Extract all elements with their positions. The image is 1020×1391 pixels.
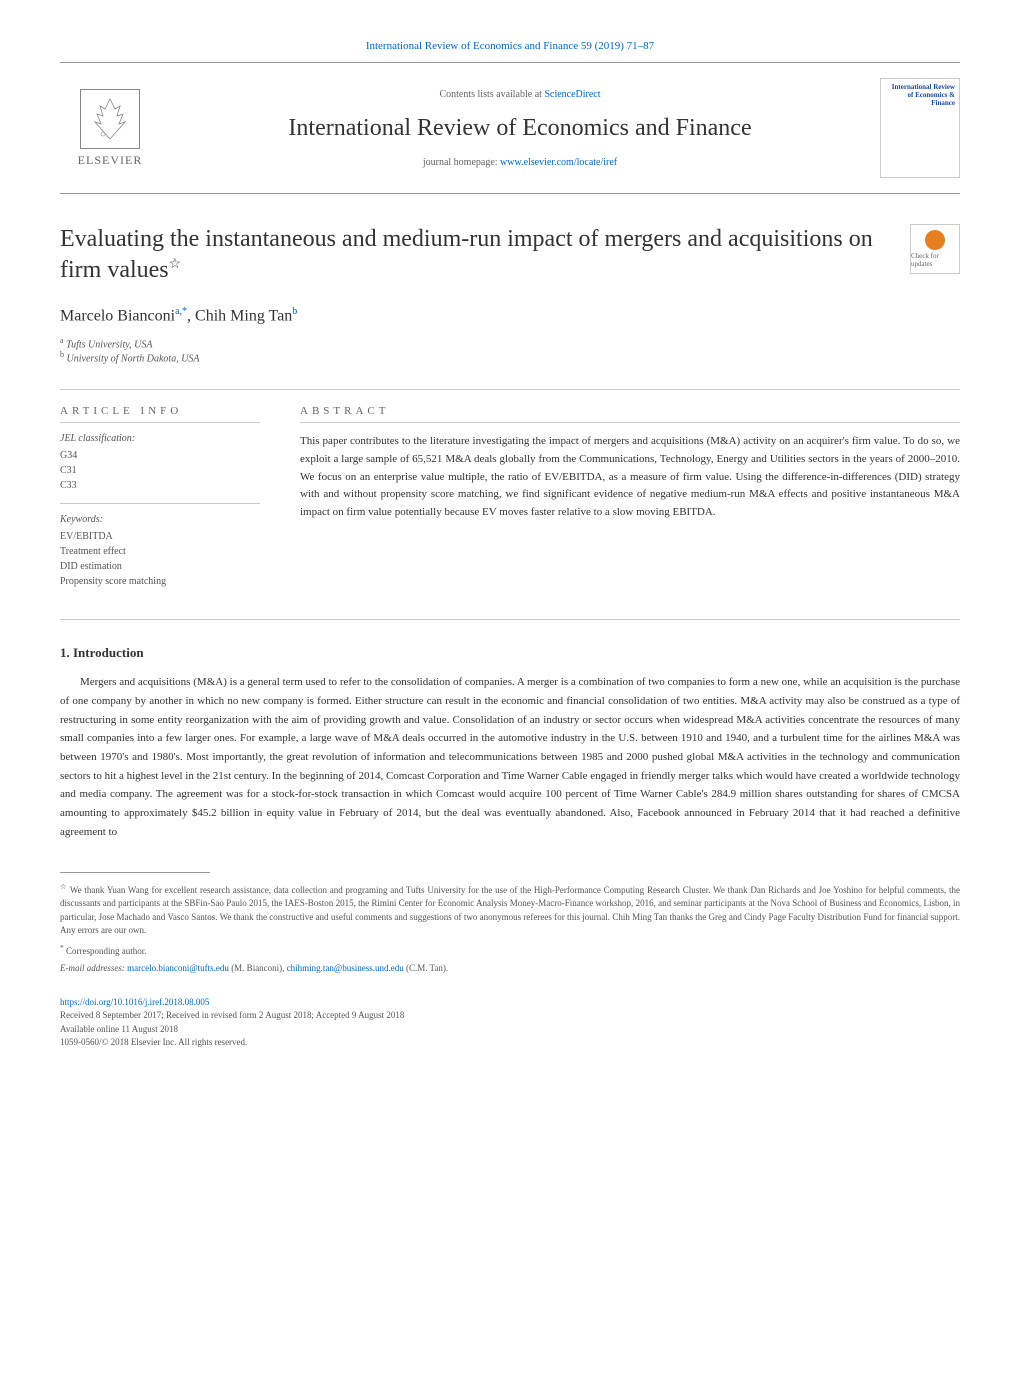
check-updates-icon (925, 230, 945, 250)
article-info-heading: ARTICLE INFO (60, 405, 260, 423)
email-1-paren: (M. Bianconi), (229, 963, 287, 973)
author-separator: , (187, 308, 195, 325)
affiliations: a Tufts University, USA b University of … (60, 336, 960, 365)
affiliation-b: b University of North Dakota, USA (60, 350, 960, 364)
available-line: Available online 11 August 2018 (60, 1023, 960, 1037)
author-2-name: Chih Ming Tan (195, 308, 292, 325)
info-abstract-row: ARTICLE INFO JEL classification: G34 C31… (60, 405, 960, 589)
elsevier-tree-icon (80, 89, 140, 149)
footnote-corresponding: * Corresponding author. (60, 942, 960, 959)
author-1-name: Marcelo Bianconi (60, 308, 175, 325)
journal-reference: International Review of Economics and Fi… (60, 40, 960, 52)
info-section-divider (60, 503, 260, 504)
divider (60, 389, 960, 390)
received-line: Received 8 September 2017; Received in r… (60, 1009, 960, 1023)
author-1-sup: a,* (175, 306, 187, 317)
header-center: Contents lists available at ScienceDirec… (160, 89, 880, 168)
header-band: ELSEVIER Contents lists available at Sci… (60, 62, 960, 194)
homepage-prefix: journal homepage: (423, 157, 500, 168)
footnote-acknowledgment: ☆ We thank Yuan Wang for excellent resea… (60, 881, 960, 938)
keywords-label: Keywords: (60, 514, 260, 525)
cover-title: International Review of Economics & Fina… (885, 83, 955, 107)
email-label: E-mail addresses: (60, 963, 127, 973)
jel-label: JEL classification: (60, 433, 260, 444)
journal-ref-link[interactable]: International Review of Economics and Fi… (366, 40, 654, 52)
publisher-logo: ELSEVIER (60, 78, 160, 178)
title-row: Evaluating the instantaneous and medium-… (60, 224, 960, 286)
doi-link[interactable]: https://doi.org/10.1016/j.iref.2018.08.0… (60, 997, 209, 1007)
affiliation-a-text: Tufts University, USA (64, 339, 153, 350)
journal-cover: International Review of Economics & Fina… (880, 78, 960, 178)
keywords: EV/EBITDA Treatment effect DID estimatio… (60, 529, 260, 589)
footnote-divider (60, 872, 210, 873)
footnote-emails: E-mail addresses: marcelo.bianconi@tufts… (60, 962, 960, 976)
title-star: ☆ (169, 257, 182, 272)
intro-text: Mergers and acquisitions (M&A) is a gene… (60, 673, 960, 841)
intro-heading: 1. Introduction (60, 645, 960, 661)
footnote-star-text: We thank Yuan Wang for excellent researc… (60, 885, 960, 936)
affiliation-b-text: University of North Dakota, USA (64, 353, 200, 364)
jel-codes: G34 C31 C33 (60, 448, 260, 493)
check-updates-badge[interactable]: Check for updates (910, 224, 960, 274)
email-1-link[interactable]: marcelo.bianconi@tufts.edu (127, 963, 229, 973)
homepage-link[interactable]: www.elsevier.com/locate/iref (500, 157, 617, 168)
contents-available-line: Contents lists available at ScienceDirec… (180, 89, 860, 100)
abstract: ABSTRACT This paper contributes to the l… (300, 405, 960, 589)
footnote-corr-text: Corresponding author. (64, 946, 147, 956)
email-2-paren: (C.M. Tan). (404, 963, 448, 973)
doi-block: https://doi.org/10.1016/j.iref.2018.08.0… (60, 996, 960, 1050)
author-2-sup: b (292, 306, 297, 317)
contents-prefix: Contents lists available at (439, 89, 544, 100)
email-2-link[interactable]: chihming.tan@business.und.edu (287, 963, 404, 973)
sciencedirect-link[interactable]: ScienceDirect (544, 89, 600, 100)
affiliation-a: a Tufts University, USA (60, 336, 960, 350)
check-updates-label: Check for updates (911, 252, 959, 268)
authors: Marcelo Bianconia,*, Chih Ming Tanb (60, 306, 960, 325)
abstract-heading: ABSTRACT (300, 405, 960, 423)
homepage-line: journal homepage: www.elsevier.com/locat… (180, 157, 860, 168)
abstract-text: This paper contributes to the literature… (300, 433, 960, 521)
article-info: ARTICLE INFO JEL classification: G34 C31… (60, 405, 260, 589)
journal-name: International Review of Economics and Fi… (180, 115, 860, 142)
publisher-name: ELSEVIER (78, 153, 143, 168)
article-title: Evaluating the instantaneous and medium-… (60, 224, 890, 286)
copyright-line: 1059-0560/© 2018 Elsevier Inc. All right… (60, 1036, 960, 1050)
title-text: Evaluating the instantaneous and medium-… (60, 226, 873, 283)
divider-2 (60, 619, 960, 620)
